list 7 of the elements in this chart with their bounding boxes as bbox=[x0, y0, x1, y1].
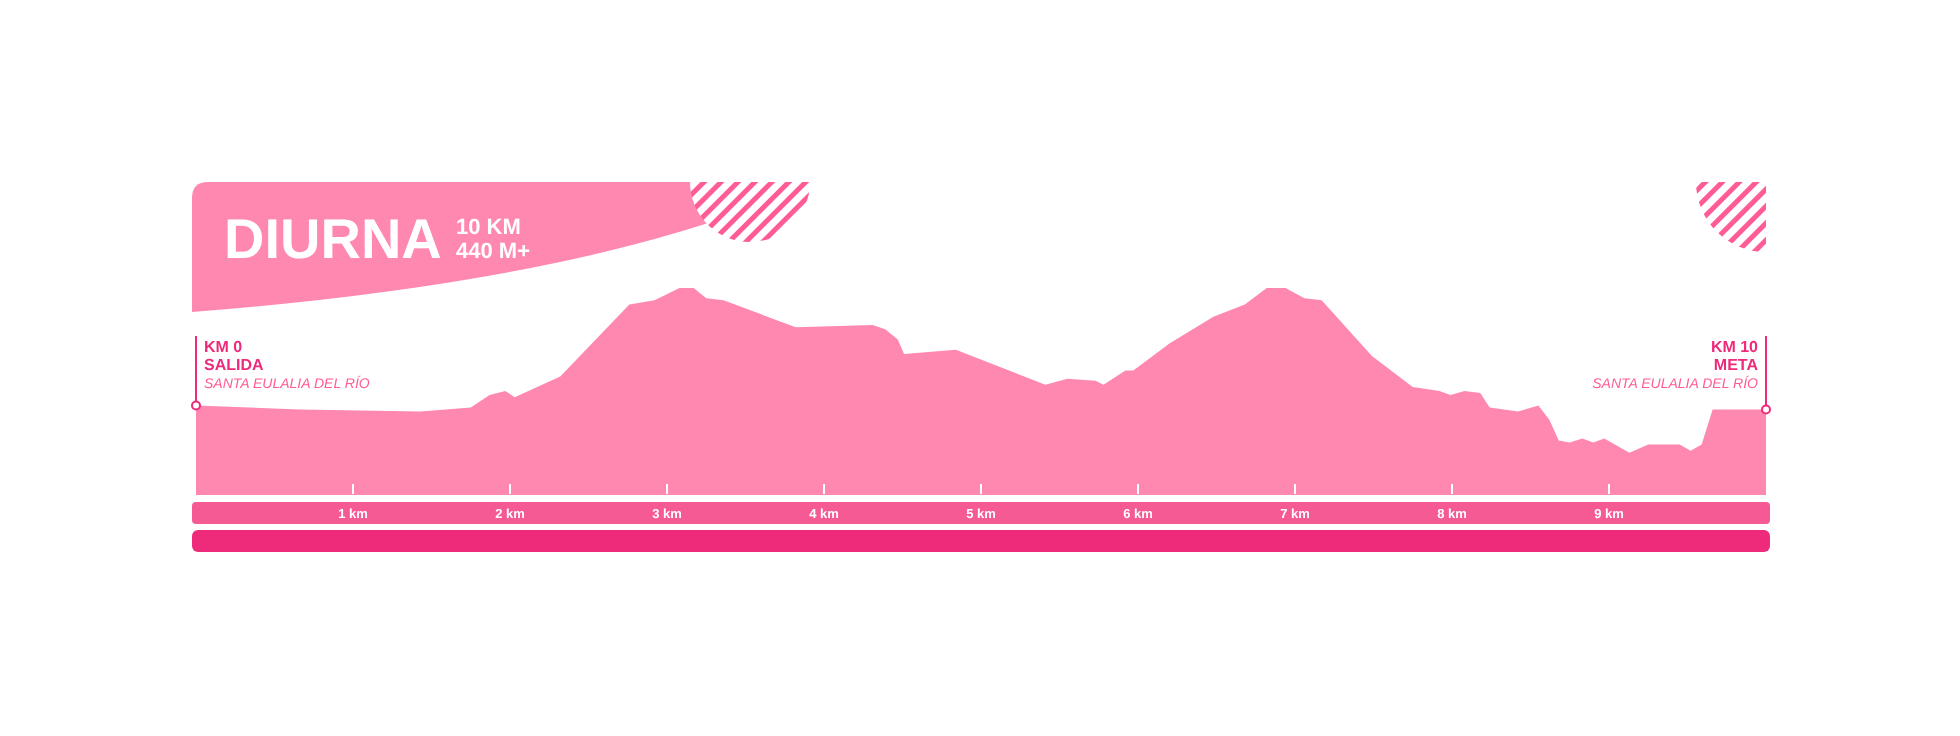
annotation: META bbox=[1713, 356, 1759, 374]
chart-title: DIURNA bbox=[224, 208, 442, 270]
annotation: SALIDA bbox=[204, 356, 264, 374]
annotation: KM 10 bbox=[1710, 338, 1760, 356]
text: 10 KM bbox=[456, 216, 521, 240]
text: 440 M+ bbox=[456, 240, 530, 264]
annotation: KM 0 bbox=[204, 338, 244, 356]
